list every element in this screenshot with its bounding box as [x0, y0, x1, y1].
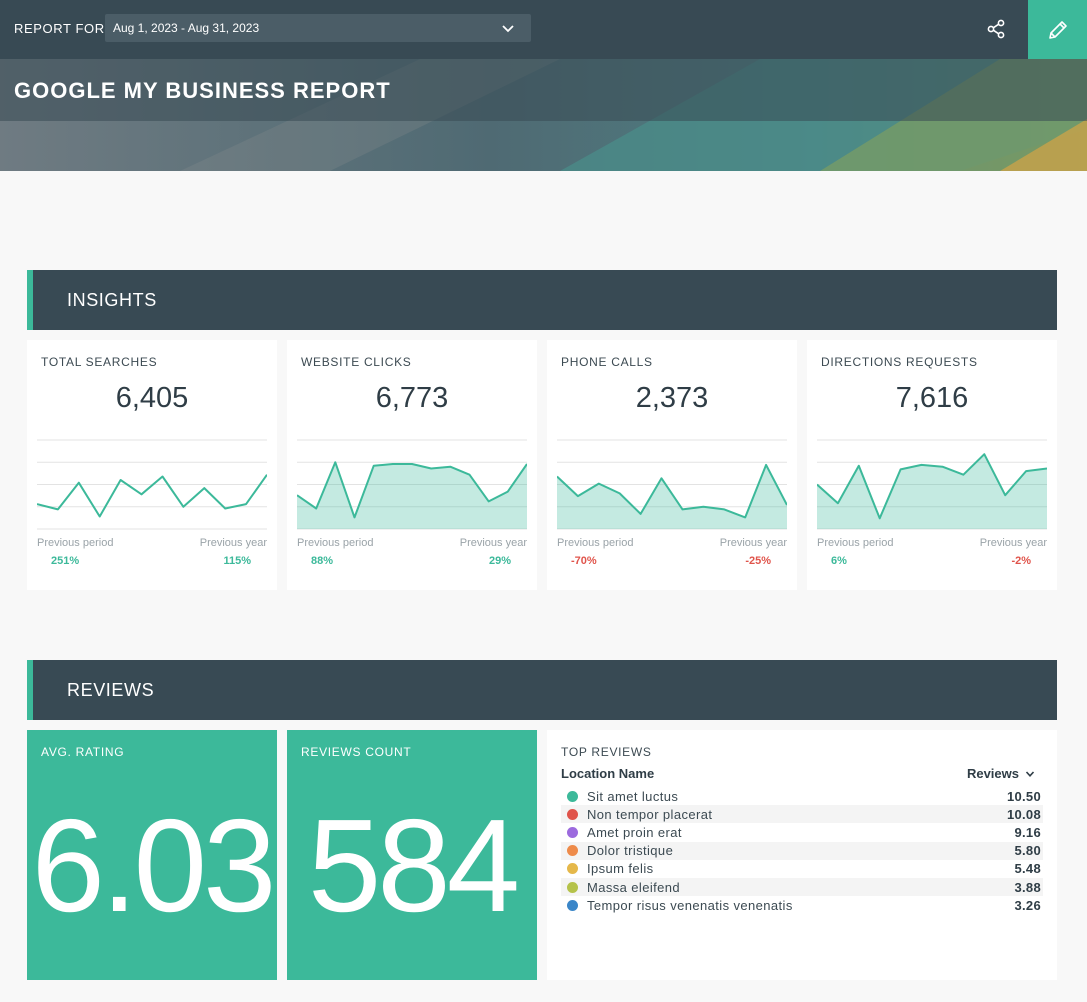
previous-period-change: 251% [51, 555, 80, 567]
table-row: Ipsum felis 5.48 [561, 860, 1043, 878]
table-row: Amet proin erat 9.16 [561, 823, 1043, 841]
top-reviews-list: Sit amet luctus 10.50 Non tempor placera… [561, 787, 1043, 914]
legend-dot [567, 881, 578, 893]
sparkline-line [557, 463, 787, 519]
chevron-down-icon [1025, 770, 1035, 777]
insight-card-directions-requests: DIRECTIONS REQUESTS 7,616 Previous perio… [807, 340, 1057, 590]
page-title: GOOGLE MY BUSINESS REPORT [14, 78, 391, 103]
insight-card-total-searches: TOTAL SEARCHES 6,405 Previous period Pre… [27, 340, 277, 590]
date-range-value: Aug 1, 2023 - Aug 31, 2023 [113, 21, 260, 35]
legend-dot [567, 808, 578, 820]
previous-period-label: Previous period [297, 537, 374, 549]
insight-card-phone-calls: PHONE CALLS 2,373 Previous period Previo… [547, 340, 797, 590]
previous-period-change: -70% [571, 555, 597, 567]
review-value: 3.88 [1014, 879, 1041, 895]
review-value: 5.48 [1014, 861, 1041, 877]
table-row: Tempor risus venenatis venenatis 3.26 [561, 896, 1043, 914]
top-reviews-widget: TOP REVIEWS Location Name Reviews Sit am… [547, 730, 1057, 980]
chevron-down-icon [502, 25, 514, 33]
date-range-select[interactable]: Aug 1, 2023 - Aug 31, 2023 [105, 14, 531, 42]
previous-year-change: 29% [488, 555, 511, 567]
previous-year-label: Previous year [979, 537, 1047, 549]
previous-year-change: -2% [1011, 555, 1031, 567]
card-title: DIRECTIONS REQUESTS [821, 355, 978, 369]
card-title: WEBSITE CLICKS [301, 355, 412, 369]
reviews-column-header: Reviews [966, 766, 1019, 781]
reviews-section-title: REVIEWS [67, 680, 155, 700]
previous-period-label: Previous period [557, 537, 634, 549]
reviews-count-title: REVIEWS COUNT [301, 745, 412, 759]
previous-year-change: 115% [223, 555, 251, 567]
previous-period-change: 6% [831, 555, 847, 567]
location-name: Non tempor placerat [587, 806, 713, 822]
table-row: Sit amet luctus 10.50 [561, 787, 1043, 805]
share-button[interactable] [976, 10, 1016, 48]
review-value: 5.80 [1014, 843, 1041, 859]
table-row: Dolor tristique 5.80 [561, 841, 1043, 860]
banner-title-strip [0, 59, 1087, 121]
previous-year-change: -25% [745, 555, 771, 567]
sparkline-line [817, 453, 1047, 520]
previous-year-label: Previous year [719, 537, 787, 549]
edit-button[interactable] [1028, 0, 1087, 59]
card-title: PHONE CALLS [561, 355, 653, 369]
sparkline-chart [817, 439, 1047, 530]
review-value: 9.16 [1014, 824, 1041, 840]
legend-dot [567, 790, 578, 802]
card-title: TOTAL SEARCHES [41, 355, 158, 369]
sparkline-area [297, 462, 527, 529]
report-banner: GOOGLE MY BUSINESS REPORT [0, 59, 1087, 171]
review-value: 10.50 [1006, 788, 1041, 804]
insights-section-header: INSIGHTS [27, 270, 1057, 330]
share-icon [987, 19, 1005, 39]
location-name-column-header: Location Name [561, 766, 655, 781]
sparkline-chart [297, 439, 527, 530]
review-value: 10.08 [1006, 806, 1041, 822]
reviews-count-value: 584 [307, 792, 520, 939]
previous-year-label: Previous year [459, 537, 527, 549]
previous-period-change: 88% [311, 555, 334, 567]
location-name: Massa eleifend [587, 879, 681, 895]
top-reviews-title: TOP REVIEWS [561, 745, 652, 759]
location-name: Sit amet luctus [587, 788, 679, 804]
report-for-label: REPORT FOR [14, 21, 105, 36]
card-value: 2,373 [635, 382, 709, 414]
previous-year-label: Previous year [199, 537, 267, 549]
sparkline-chart [557, 439, 787, 530]
insights-section-title: INSIGHTS [67, 290, 157, 310]
previous-period-label: Previous period [817, 537, 894, 549]
card-value: 6,773 [375, 382, 449, 414]
location-name: Dolor tristique [587, 843, 674, 859]
location-name: Ipsum felis [587, 861, 654, 877]
sparkline-area [817, 454, 1047, 529]
reviews-count-tile: REVIEWS COUNT 584 [287, 730, 537, 980]
location-name: Tempor risus venenatis venenatis [587, 897, 793, 913]
previous-period-label: Previous period [37, 537, 114, 549]
table-row: Non tempor placerat 10.08 [561, 805, 1043, 824]
legend-dot [567, 863, 578, 875]
reviews-column-sort[interactable]: Reviews [967, 766, 1035, 781]
sparkline-line [37, 474, 267, 518]
avg-rating-title: AVG. RATING [41, 745, 125, 759]
legend-dot [567, 845, 578, 857]
location-name: Amet proin erat [587, 824, 682, 840]
sparkline-line [297, 461, 527, 519]
reviews-section-header: REVIEWS [27, 660, 1057, 720]
sparkline-chart [37, 439, 267, 530]
legend-dot [567, 899, 578, 911]
card-value: 6,405 [115, 382, 189, 414]
table-row: Massa eleifend 3.88 [561, 877, 1043, 897]
avg-rating-value: 6.03 [31, 792, 277, 939]
top-bar: REPORT FOR Aug 1, 2023 - Aug 31, 2023 [0, 0, 1087, 59]
insight-card-website-clicks: WEBSITE CLICKS 6,773 Previous period Pre… [287, 340, 537, 590]
sparkline-area [557, 464, 787, 529]
review-value: 3.26 [1014, 897, 1041, 913]
card-value: 7,616 [895, 382, 969, 414]
pencil-icon [1048, 20, 1067, 39]
legend-dot [567, 826, 578, 838]
avg-rating-tile: AVG. RATING 6.03 [27, 730, 277, 980]
